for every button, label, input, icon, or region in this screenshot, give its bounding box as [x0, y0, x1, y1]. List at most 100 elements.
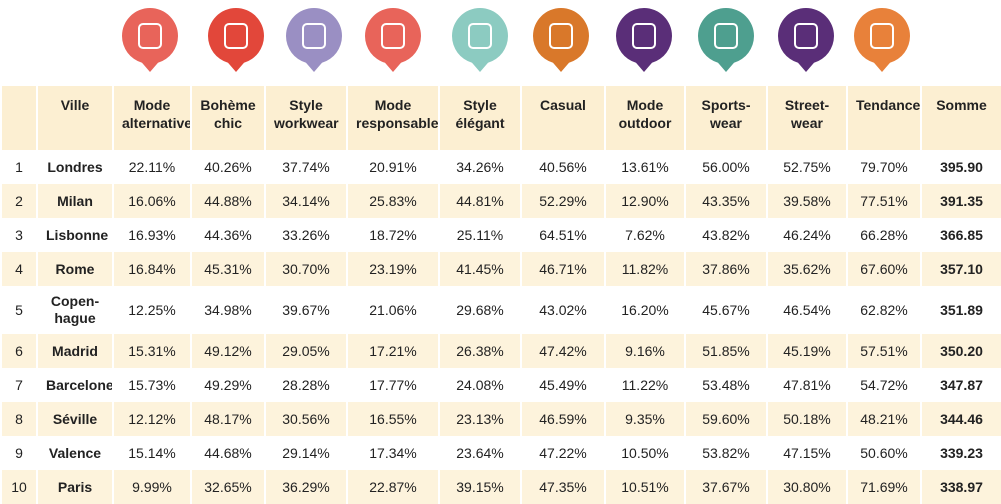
ranking-table: Ville Mode alternative Bohème chic Style wo…: [0, 86, 1001, 504]
score: 13.61%: [604, 150, 686, 184]
score: 28.28%: [264, 368, 348, 402]
city: Madrid: [36, 334, 114, 368]
score: 15.14%: [112, 436, 192, 470]
column-header: Mode outdoor: [604, 86, 686, 150]
rank: 4: [0, 252, 38, 286]
score: 64.51%: [520, 218, 606, 252]
score: 52.75%: [766, 150, 848, 184]
total: 357.10: [920, 252, 1001, 286]
score: 17.77%: [346, 368, 440, 402]
icon-row: [122, 7, 911, 72]
score: 10.51%: [604, 470, 686, 504]
category-icon: [533, 8, 589, 72]
category-icon: [778, 8, 834, 72]
score: 48.21%: [846, 402, 922, 436]
score: 46.24%: [766, 218, 848, 252]
score: 71.69%: [846, 470, 922, 504]
score: 43.82%: [684, 218, 768, 252]
city: Milan: [36, 184, 114, 218]
category-icon: [698, 8, 754, 72]
rank: 8: [0, 402, 38, 436]
table-row: 3 Lisbonne 16.93% 44.36% 33.26% 18.72% 25.11% 6…: [0, 218, 1001, 252]
score: 46.71%: [520, 252, 606, 286]
score: 49.29%: [190, 368, 266, 402]
score: 44.68%: [190, 436, 266, 470]
score: 22.87%: [346, 470, 440, 504]
rank: 3: [0, 218, 38, 252]
score: 25.11%: [438, 218, 522, 252]
score: 15.73%: [112, 368, 192, 402]
total: 350.20: [920, 334, 1001, 368]
category-icon: [365, 8, 421, 72]
score: 53.48%: [684, 368, 768, 402]
table-row: 6 Madrid 15.31% 49.12% 29.05% 17.21% 26.38% 47.…: [0, 334, 1001, 368]
header-row: Ville Mode alternative Bohème chic Style wo…: [0, 86, 1001, 150]
column-header: Style workwear: [264, 86, 348, 150]
score: 29.05%: [264, 334, 348, 368]
score: 66.28%: [846, 218, 922, 252]
score: 9.99%: [112, 470, 192, 504]
total: 347.87: [920, 368, 1001, 402]
column-header: [0, 86, 38, 150]
score: 18.72%: [346, 218, 440, 252]
score: 37.74%: [264, 150, 348, 184]
score: 47.35%: [520, 470, 606, 504]
score: 50.18%: [766, 402, 848, 436]
score: 23.13%: [438, 402, 522, 436]
score: 36.29%: [264, 470, 348, 504]
table-body: 1 Londres 22.11% 40.26% 37.74% 20.91% 34.26% 40…: [0, 150, 1001, 504]
score: 52.29%: [520, 184, 606, 218]
city: Rome: [36, 252, 114, 286]
column-header: Tendance: [846, 86, 922, 150]
total: 391.35: [920, 184, 1001, 218]
score: 29.68%: [438, 286, 522, 334]
score: 47.22%: [520, 436, 606, 470]
score: 9.35%: [604, 402, 686, 436]
score: 22.11%: [112, 150, 192, 184]
rank: 2: [0, 184, 38, 218]
score: 45.31%: [190, 252, 266, 286]
column-header: Casual: [520, 86, 606, 150]
score: 35.62%: [766, 252, 848, 286]
column-header: Mode responsable: [346, 86, 440, 150]
score: 23.64%: [438, 436, 522, 470]
score: 10.50%: [604, 436, 686, 470]
score: 37.86%: [684, 252, 768, 286]
table-row: 10 Paris 9.99% 32.65% 36.29% 22.87% 39.15% 47.3…: [0, 470, 1001, 504]
column-header: Style élégant: [438, 86, 522, 150]
table-row: 4 Rome 16.84% 45.31% 30.70% 23.19% 41.45% 46.71…: [0, 252, 1001, 286]
score: 7.62%: [604, 218, 686, 252]
total: 395.90: [920, 150, 1001, 184]
score: 53.82%: [684, 436, 768, 470]
total: 344.46: [920, 402, 1001, 436]
rank: 5: [0, 286, 38, 334]
city: Copen-hague: [36, 286, 114, 334]
score: 59.60%: [684, 402, 768, 436]
total: 339.23: [920, 436, 1001, 470]
column-header: Street-wear: [766, 86, 848, 150]
table-row: 1 Londres 22.11% 40.26% 37.74% 20.91% 34.26% 40…: [0, 150, 1001, 184]
score: 57.51%: [846, 334, 922, 368]
score: 17.21%: [346, 334, 440, 368]
score: 45.49%: [520, 368, 606, 402]
category-icon: [853, 7, 911, 72]
score: 21.06%: [346, 286, 440, 334]
score: 45.19%: [766, 334, 848, 368]
score: 26.38%: [438, 334, 522, 368]
score: 48.17%: [190, 402, 266, 436]
score: 54.72%: [846, 368, 922, 402]
category-icon: [616, 8, 672, 72]
score: 50.60%: [846, 436, 922, 470]
score: 39.67%: [264, 286, 348, 334]
column-header: Mode alternative: [112, 86, 192, 150]
score: 39.15%: [438, 470, 522, 504]
score: 62.82%: [846, 286, 922, 334]
score: 44.88%: [190, 184, 266, 218]
category-icon: [122, 8, 178, 72]
score: 20.91%: [346, 150, 440, 184]
score: 17.34%: [346, 436, 440, 470]
city: Londres: [36, 150, 114, 184]
score: 46.54%: [766, 286, 848, 334]
score: 79.70%: [846, 150, 922, 184]
